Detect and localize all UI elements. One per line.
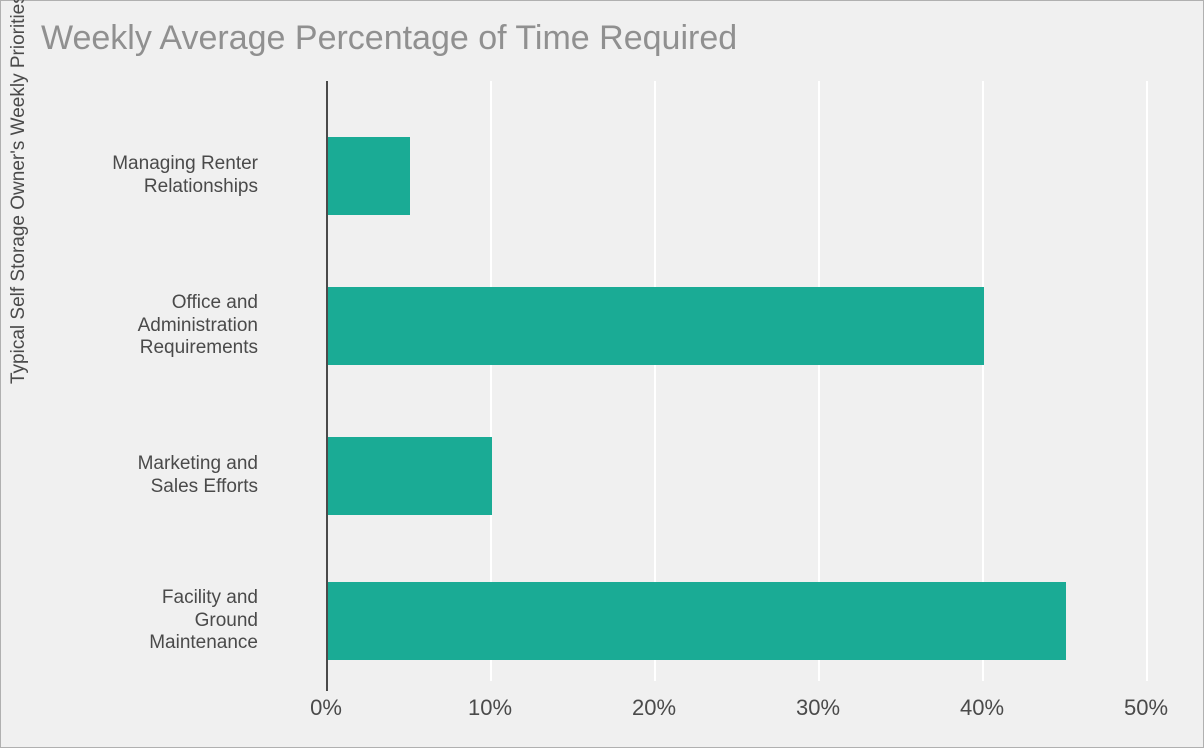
category-label: Marketing andSales Efforts (58, 453, 258, 499)
x-tick-label: 0% (310, 695, 342, 721)
x-tick-label: 20% (632, 695, 676, 721)
x-tick-label: 50% (1124, 695, 1168, 721)
category-label: Office andAdministrationRequirements (58, 292, 258, 360)
x-tick-label: 40% (960, 695, 1004, 721)
bar (328, 437, 492, 515)
x-tick-label: 30% (796, 695, 840, 721)
chart-container: Weekly Average Percentage of Time Requir… (0, 0, 1204, 748)
chart-title: Weekly Average Percentage of Time Requir… (41, 19, 737, 58)
bar (328, 582, 1066, 660)
y-axis-label: Typical Self Storage Owner's Weekly Prio… (8, 364, 30, 384)
plot-area: 0%10%20%30%40%50%Managing RenterRelation… (326, 81, 1146, 681)
gridline (1146, 81, 1148, 681)
category-label: Facility andGroundMaintenance (58, 587, 258, 655)
bar (328, 287, 984, 365)
category-label: Managing RenterRelationships (58, 153, 258, 199)
bar (328, 137, 410, 215)
x-tick-label: 10% (468, 695, 512, 721)
